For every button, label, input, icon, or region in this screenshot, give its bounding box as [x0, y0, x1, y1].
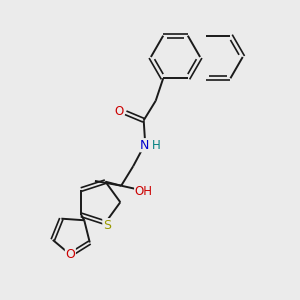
- Text: OH: OH: [135, 184, 153, 198]
- Text: O: O: [65, 248, 75, 261]
- Text: S: S: [103, 219, 111, 232]
- Text: O: O: [115, 105, 124, 118]
- Text: N: N: [140, 139, 149, 152]
- Text: H: H: [152, 139, 161, 152]
